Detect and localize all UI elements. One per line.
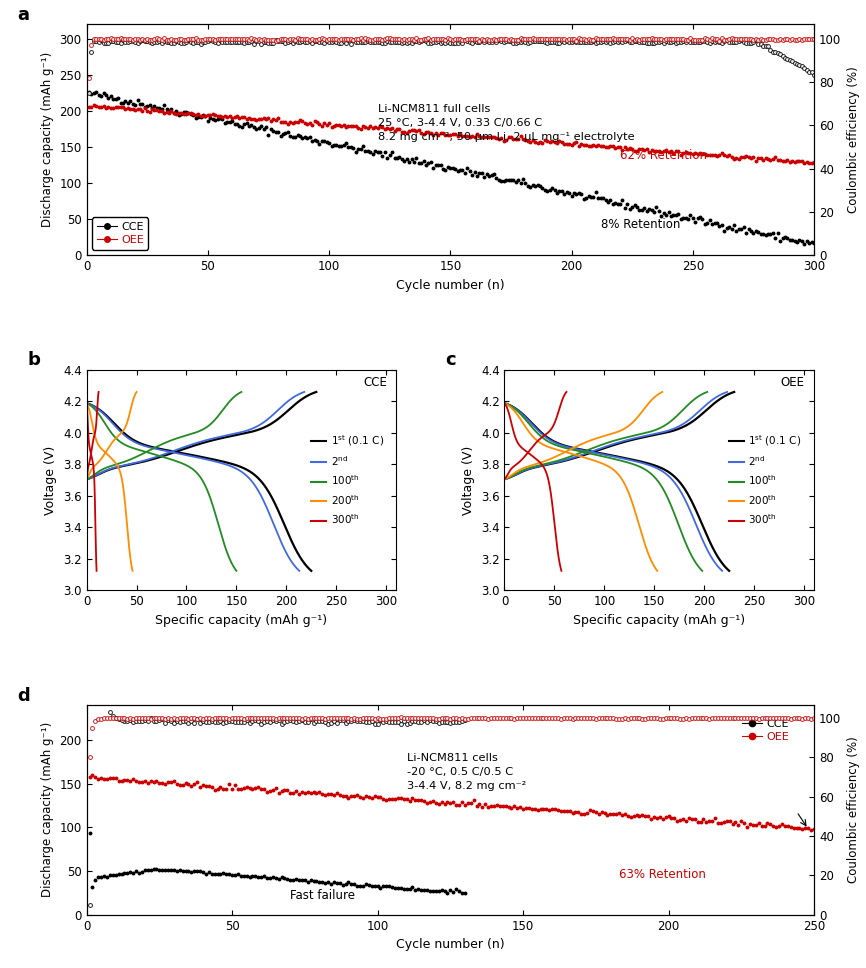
- X-axis label: Specific capacity (mAh g⁻¹): Specific capacity (mAh g⁻¹): [155, 614, 327, 626]
- Text: c: c: [446, 351, 456, 370]
- Text: OEE: OEE: [781, 377, 805, 389]
- Text: Li-NCM811 full cells
25 °C, 3-4.4 V, 0.33 C/0.66 C
8.2 mg cm⁻², 50 μm Li, 2 μL m: Li-NCM811 full cells 25 °C, 3-4.4 V, 0.3…: [378, 104, 634, 141]
- Legend: 1$^{\rm st}$ (0.1 C), 2$^{\rm nd}$, 100$^{\rm th}$, 200$^{\rm th}$, 300$^{\rm th: 1$^{\rm st}$ (0.1 C), 2$^{\rm nd}$, 100$…: [307, 430, 388, 530]
- Text: 63% Retention: 63% Retention: [619, 868, 706, 881]
- X-axis label: Cycle number (n): Cycle number (n): [396, 938, 505, 952]
- Y-axis label: Voltage (V): Voltage (V): [44, 445, 57, 515]
- Text: 62% Retention: 62% Retention: [620, 149, 707, 163]
- Y-axis label: Discharge capacity (mAh g⁻¹): Discharge capacity (mAh g⁻¹): [41, 722, 54, 897]
- Y-axis label: Voltage (V): Voltage (V): [462, 445, 475, 515]
- Text: Li-NCM811 cells
-20 °C, 0.5 C/0.5 C
3-4.4 V, 8.2 mg cm⁻²: Li-NCM811 cells -20 °C, 0.5 C/0.5 C 3-4.…: [407, 753, 526, 791]
- Text: CCE: CCE: [363, 377, 387, 389]
- Text: a: a: [17, 6, 29, 23]
- Y-axis label: Discharge capacity (mAh g⁻¹): Discharge capacity (mAh g⁻¹): [41, 52, 54, 227]
- Y-axis label: Coulombic efficiency (%): Coulombic efficiency (%): [847, 66, 860, 213]
- Text: d: d: [17, 686, 30, 705]
- X-axis label: Specific capacity (mAh g⁻¹): Specific capacity (mAh g⁻¹): [573, 614, 746, 626]
- X-axis label: Cycle number (n): Cycle number (n): [396, 279, 505, 291]
- Text: 8% Retention: 8% Retention: [601, 218, 681, 230]
- Text: Fast failure: Fast failure: [290, 889, 355, 902]
- Legend: 1$^{\rm st}$ (0.1 C), 2$^{\rm nd}$, 100$^{\rm th}$, 200$^{\rm th}$, 300$^{\rm th: 1$^{\rm st}$ (0.1 C), 2$^{\rm nd}$, 100$…: [725, 430, 805, 530]
- Legend: CCE, OEE: CCE, OEE: [92, 218, 148, 250]
- Y-axis label: Coulombic efficiency (%): Coulombic efficiency (%): [847, 737, 860, 883]
- Text: b: b: [28, 351, 41, 370]
- Legend: CCE, OEE: CCE, OEE: [738, 714, 794, 746]
